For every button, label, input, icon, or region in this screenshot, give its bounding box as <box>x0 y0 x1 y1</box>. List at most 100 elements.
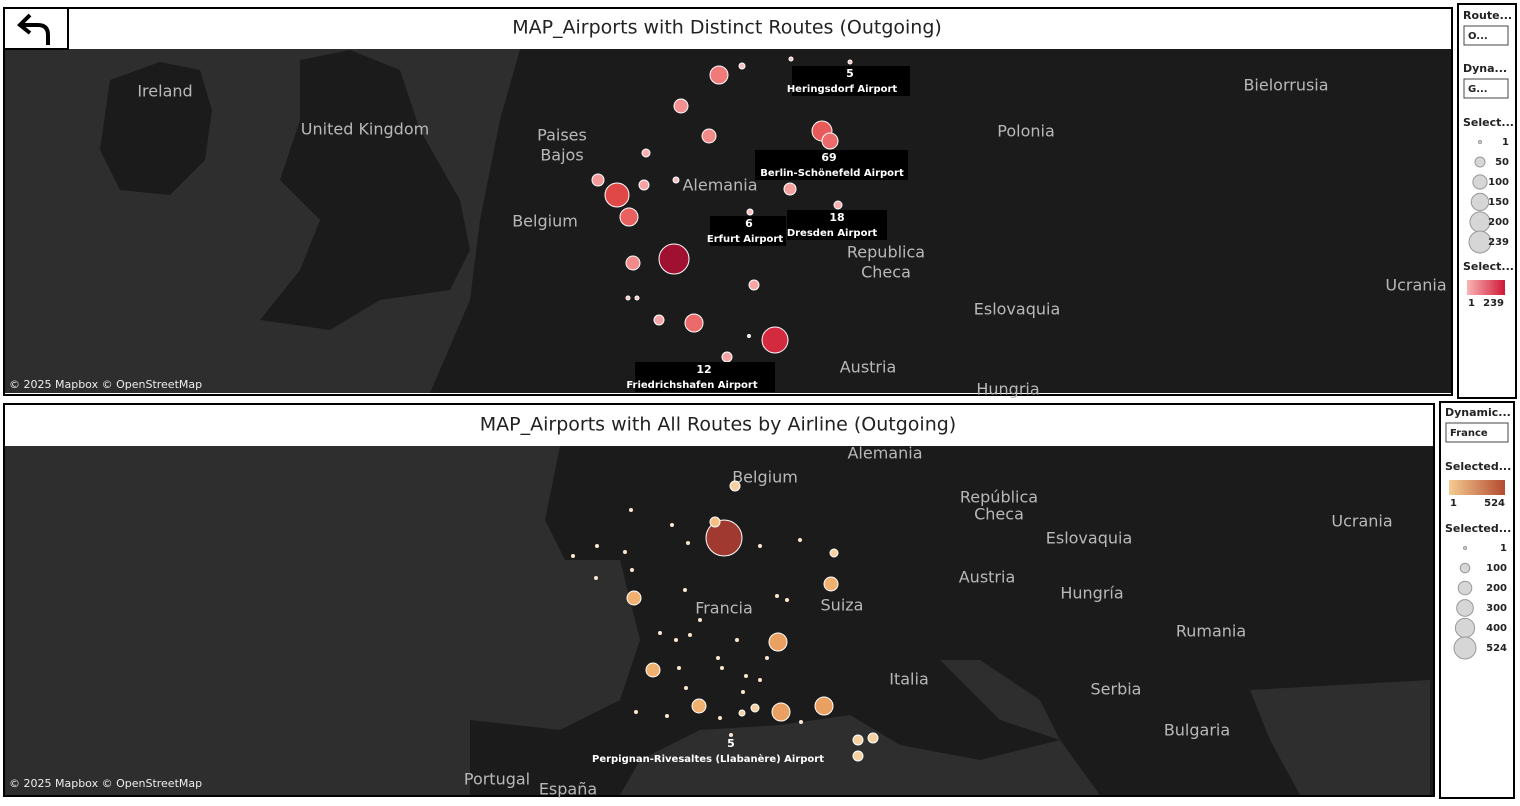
legend-title: Select... <box>1463 116 1514 129</box>
airport-bubble <box>729 480 741 492</box>
dropdown[interactable] <box>1445 422 1509 443</box>
airport-dot <box>775 594 779 598</box>
size-legend-label: 50 <box>1495 157 1509 168</box>
airport-dot <box>658 631 662 635</box>
place-label: Alemania <box>847 444 922 463</box>
airport-bubble <box>625 255 641 271</box>
size-legend-label: 300 <box>1486 603 1507 614</box>
filter-label: Route... <box>1463 9 1512 22</box>
place-label: Eslovaquia <box>974 300 1061 319</box>
dropdown[interactable] <box>1463 25 1509 46</box>
airport-dot <box>735 638 739 642</box>
sea <box>1250 680 1430 795</box>
airport-dot <box>665 714 669 718</box>
airport-bubble <box>829 548 839 558</box>
airport-bubble <box>672 176 680 184</box>
dropdown-value: G... <box>1468 84 1488 95</box>
place-label: Alemania <box>682 176 757 195</box>
size-legend-mark <box>1478 140 1482 144</box>
airport-dot <box>744 674 748 678</box>
place-label: Polonia <box>997 122 1055 141</box>
airport-bubble <box>750 703 760 713</box>
airport-name: Erfurt Airport <box>707 234 783 245</box>
airport-bubble <box>638 179 650 191</box>
airport-bubble <box>761 326 789 354</box>
dropdown[interactable] <box>1463 78 1509 99</box>
airport-count: 6 <box>745 217 753 230</box>
airport-bubble <box>768 632 788 652</box>
label-box <box>635 362 775 392</box>
airport-dot <box>686 541 690 545</box>
airport-dot <box>594 576 598 580</box>
size-legend-label: 1 <box>1500 543 1507 554</box>
attribution: © 2025 Mapbox © OpenStreetMap <box>9 777 202 790</box>
place-label: Checa <box>974 505 1024 524</box>
size-legend-mark <box>1456 599 1474 617</box>
size-legend-mark <box>1474 156 1486 168</box>
land <box>260 50 470 330</box>
size-legend-label: 400 <box>1486 623 1507 634</box>
legend-title: Selected... <box>1445 522 1511 535</box>
place-label: Ucrania <box>1331 512 1392 531</box>
airport-count: 69 <box>821 151 836 164</box>
airport-dot <box>716 656 720 660</box>
airport-count: 5 <box>727 737 735 750</box>
place-label: Belgium <box>732 468 798 487</box>
airport-dot <box>758 678 762 682</box>
airport-bubble <box>591 173 605 187</box>
legend-min: 1 <box>1468 298 1475 309</box>
size-legend-mark <box>1470 192 1490 212</box>
bottom-controls <box>1439 401 1515 799</box>
place-label: Hungria <box>976 380 1039 399</box>
airport-bubble <box>705 519 743 557</box>
airport-bubble <box>747 334 751 338</box>
airport-bubble <box>852 734 864 746</box>
airport-bubble <box>673 98 689 114</box>
airport-dot <box>670 523 674 527</box>
airport-bubble <box>738 709 746 717</box>
airport-dot <box>629 508 633 512</box>
place-label: United Kingdom <box>301 120 429 139</box>
place-label: Republica <box>847 243 925 262</box>
place-label: Checa <box>861 263 911 282</box>
airport-bubble <box>746 208 754 216</box>
airport-name: Dresden Airport <box>787 228 878 239</box>
back-button[interactable] <box>3 7 69 50</box>
airport-bubble <box>653 314 665 326</box>
label-box <box>792 66 910 96</box>
place-label: Suiza <box>821 596 864 615</box>
airport-bubble <box>847 59 853 65</box>
airport-dot <box>798 538 802 542</box>
place-label: España <box>539 780 597 799</box>
airport-bubble <box>684 313 704 333</box>
airport-dot <box>677 666 681 670</box>
airport-name: Berlin-Schönefeld Airport <box>760 168 904 179</box>
airport-bubble <box>821 132 839 150</box>
color-ramp <box>1467 280 1505 295</box>
airport-dot <box>630 568 634 572</box>
label-box <box>710 216 786 246</box>
airport-bubble <box>823 576 839 592</box>
size-legend-label: 100 <box>1486 563 1507 574</box>
filter-label: Dyna... <box>1463 62 1507 75</box>
size-legend-label: 200 <box>1488 217 1509 228</box>
airport-dot <box>765 656 769 660</box>
land <box>100 62 212 195</box>
airport-dot <box>729 733 733 737</box>
airport-bubble <box>701 128 717 144</box>
place-label: Bulgaria <box>1164 721 1230 740</box>
airport-bubble <box>833 200 843 210</box>
place-label: Ucrania <box>1385 276 1446 295</box>
airport-dot <box>741 690 745 694</box>
filter-label: Dynamic... <box>1445 406 1511 419</box>
attribution: © 2025 Mapbox © OpenStreetMap <box>9 378 202 391</box>
size-legend-label: 200 <box>1486 583 1507 594</box>
airport-bubble <box>619 207 639 227</box>
size-legend-mark <box>1463 546 1467 550</box>
top-title: MAP_Airports with Distinct Routes (Outgo… <box>512 17 942 39</box>
size-legend-label: 239 <box>1488 237 1509 248</box>
airport-dot <box>634 710 638 714</box>
place-label: Paises <box>537 126 587 145</box>
airport-name: Heringsdorf Airport <box>787 84 898 95</box>
